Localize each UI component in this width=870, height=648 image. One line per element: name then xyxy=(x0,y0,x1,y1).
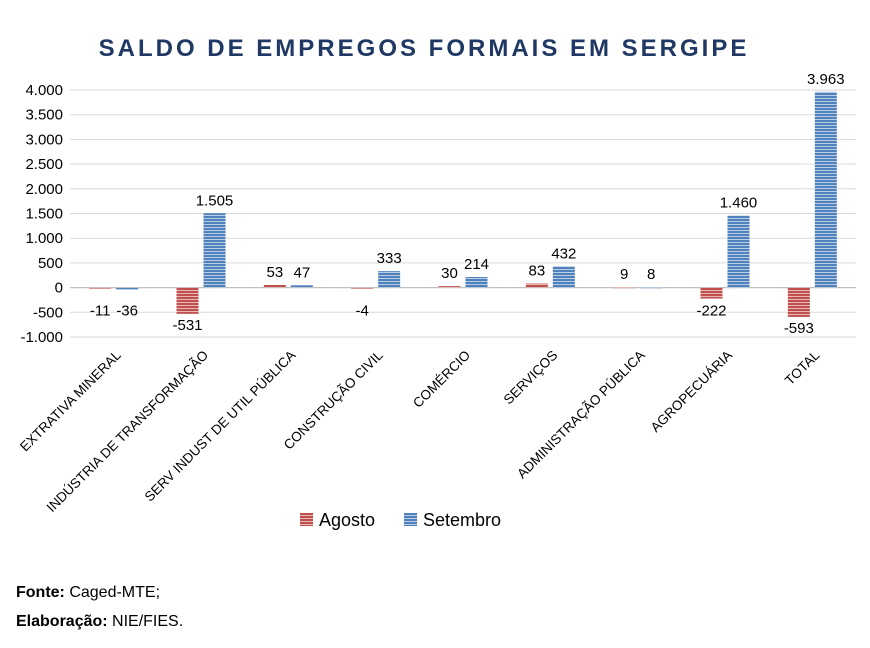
credit-value: NIE/FIES. xyxy=(107,613,184,630)
y-tick-label: 3.500 xyxy=(25,107,63,124)
bar-agosto xyxy=(176,287,199,314)
bars xyxy=(89,91,837,317)
data-label-setembro: 8 xyxy=(647,266,655,283)
x-tick-label: SERVIÇOS xyxy=(501,348,561,408)
gridlines xyxy=(70,89,856,338)
y-tick-label: 2.500 xyxy=(25,156,63,173)
data-label-agosto: -11 xyxy=(90,303,111,320)
y-tick-label: 4.000 xyxy=(25,82,63,99)
legend-label-setembro: Setembro xyxy=(423,510,501,530)
source-label: Fonte: xyxy=(16,584,65,601)
bar-setembro xyxy=(465,277,488,288)
data-label-setembro: 47 xyxy=(293,264,310,281)
bar-agosto xyxy=(787,287,810,317)
source-note: Fonte: Caged-MTE; xyxy=(16,584,160,602)
data-label-agosto: 9 xyxy=(620,266,628,283)
y-tick-label: -1.000 xyxy=(20,329,63,346)
data-labels: -11 -36 -531 1.505 53 47 -4 333 30 214 83 432 9 8 -222… xyxy=(90,71,845,337)
legend-swatch-setembro xyxy=(404,513,417,526)
bar-setembro xyxy=(290,285,313,288)
source-value: Caged-MTE; xyxy=(64,584,161,601)
x-tick-label: SERV INDUST DE UTIL PÚBLICA xyxy=(142,348,299,505)
x-tick-label: TOTAL xyxy=(782,347,823,388)
bar-agosto xyxy=(525,283,548,288)
bar-agosto xyxy=(351,287,374,289)
x-tick-label: INDÚSTRIA DE TRANSFORMAÇÃO xyxy=(44,348,211,515)
x-tick-label: COMÉRCIO xyxy=(410,348,473,411)
data-label-agosto: 53 xyxy=(266,264,283,281)
data-label-agosto: -222 xyxy=(696,303,726,320)
data-label-setembro: 1.460 xyxy=(720,194,758,211)
data-label-setembro: 1.505 xyxy=(196,192,234,209)
y-tick-label: -500 xyxy=(33,304,63,321)
bar-agosto xyxy=(89,287,112,289)
y-tick-label: 1.500 xyxy=(25,206,63,223)
bar-setembro xyxy=(640,287,663,289)
legend-label-agosto: Agosto xyxy=(319,510,375,530)
data-label-agosto: -4 xyxy=(355,303,368,320)
y-tick-label: 500 xyxy=(38,255,63,272)
bar-setembro xyxy=(203,213,226,288)
y-tick-label: 1.000 xyxy=(25,230,63,247)
data-label-agosto: 30 xyxy=(441,265,458,282)
bar-agosto xyxy=(263,284,286,288)
bar-agosto xyxy=(613,287,636,289)
y-tick-label: 3.000 xyxy=(25,131,63,148)
y-tick-label: 0 xyxy=(55,280,63,297)
bar-setembro xyxy=(378,271,401,288)
x-tick-label: AGROPECUÁRIA xyxy=(648,348,736,436)
legend-swatch-agosto xyxy=(300,513,313,526)
bar-agosto xyxy=(438,286,461,288)
data-label-agosto: -531 xyxy=(172,317,202,334)
data-label-setembro: 3.963 xyxy=(807,71,845,88)
x-tick-label: CONSTRUÇÃO CIVIL xyxy=(281,347,386,452)
bar-setembro xyxy=(727,215,750,288)
data-label-setembro: 333 xyxy=(377,250,402,267)
credit-note: Elaboração: NIE/FIES. xyxy=(16,613,183,631)
y-axis-ticks: -1.000 -500 0 500 1.000 1.500 2.000 2.500 3.000 3… xyxy=(20,82,63,346)
credit-label: Elaboração: xyxy=(16,613,108,630)
data-label-setembro: 432 xyxy=(551,245,576,262)
data-label-agosto: -593 xyxy=(784,320,814,337)
bar-setembro xyxy=(552,266,575,288)
legend: Agosto Setembro xyxy=(300,510,501,530)
data-label-setembro: -36 xyxy=(116,303,138,320)
bar-setembro xyxy=(116,287,139,290)
data-label-agosto: 83 xyxy=(528,262,545,279)
x-tick-label: EXTRATIVA MINERAL xyxy=(17,347,124,454)
bar-agosto xyxy=(700,287,723,299)
chart-title: SALDO DE EMPREGOS FORMAIS EM SERGIPE xyxy=(99,35,750,62)
y-tick-label: 2.000 xyxy=(25,181,63,198)
data-label-setembro: 214 xyxy=(464,256,489,273)
bar-setembro xyxy=(814,91,837,288)
